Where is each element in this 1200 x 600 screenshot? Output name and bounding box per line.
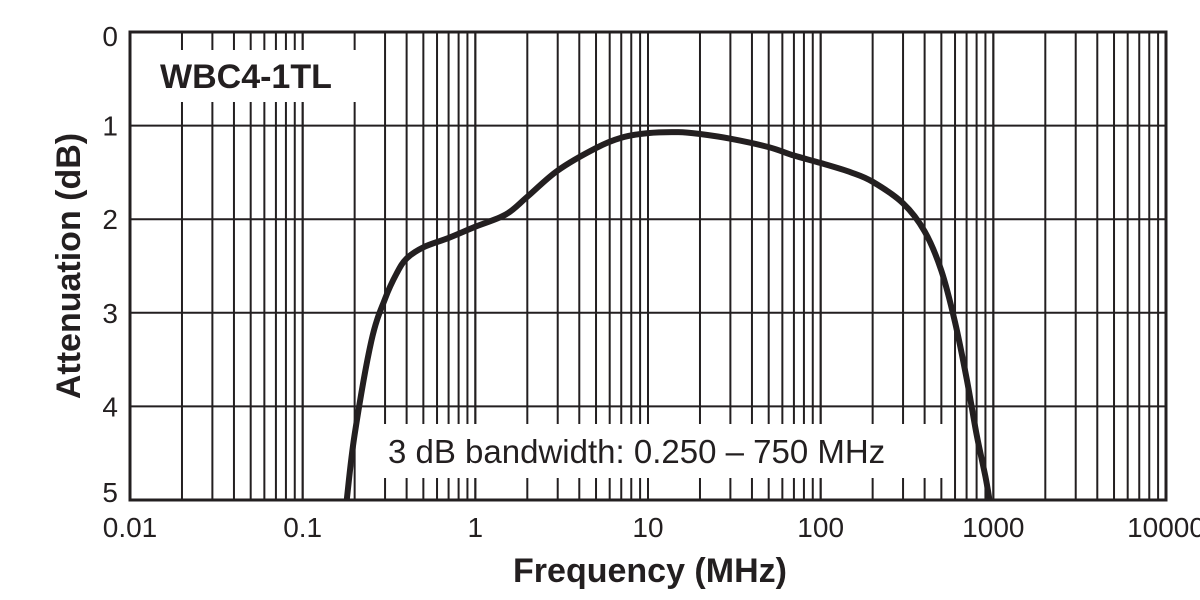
title-background (146, 50, 368, 102)
x-tick-labels: 0.01 0.1 1 10 100 1000 10000 (103, 512, 1200, 543)
annotation-box: 3 dB bandwidth: 0.250 – 750 MHz (378, 424, 954, 478)
y-tick-label: 5 (102, 477, 118, 508)
y-tick-label: 1 (102, 111, 118, 142)
x-axis-title: Frequency (MHz) (513, 552, 787, 590)
x-tick-label: 10000 (1127, 512, 1200, 543)
y-tick-label: 0 (102, 21, 118, 52)
x-tick-label: 100 (797, 512, 844, 543)
attenuation-curve (343, 129, 993, 501)
x-tick-label: 1 (468, 512, 484, 543)
y-tick-label: 4 (102, 391, 118, 422)
y-tick-labels: 0 1 2 3 4 5 (102, 21, 118, 508)
x-tick-label: 0.01 (103, 512, 158, 543)
plot-frame (128, 30, 1168, 502)
x-tick-label: 0.1 (283, 512, 322, 543)
y-axis-title: Attenuation (dB) (50, 133, 88, 399)
annotation-background (378, 424, 954, 478)
x-tick-label: 1000 (962, 512, 1024, 543)
y-tick-label: 3 (102, 298, 118, 329)
chart-title: WBC4-1TL (160, 58, 332, 96)
x-tick-label: 10 (632, 512, 663, 543)
y-tick-label: 2 (102, 204, 118, 235)
title-box: WBC4-1TL (146, 50, 368, 102)
bandwidth-annotation: 3 dB bandwidth: 0.250 – 750 MHz (388, 433, 885, 470)
